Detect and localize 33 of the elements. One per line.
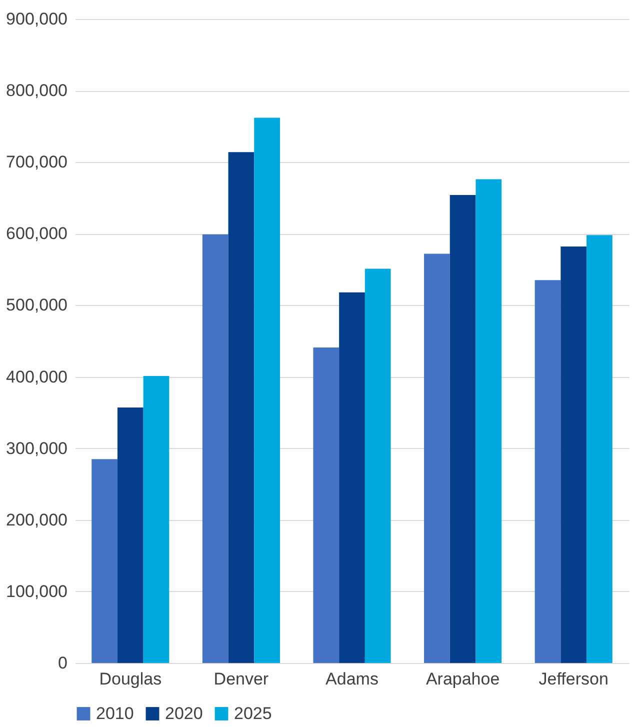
bar [228,152,254,663]
y-tick-label: 900,000 [6,10,68,28]
bar [339,292,365,663]
bar [364,268,391,663]
x-tick-label: Denver [214,670,269,688]
bar [117,408,144,663]
bar [476,179,502,663]
legend-label: 2025 [234,704,272,723]
y-tick-label: 300,000 [6,438,68,458]
x-tick-label: Douglas [99,670,162,688]
y-tick-label: 400,000 [6,367,68,386]
y-tick-label: 800,000 [6,81,68,100]
legend-label: 2010 [96,704,134,723]
y-tick-label: 100,000 [6,582,68,601]
bar [450,195,476,663]
x-tick-label: Arapahoe [426,670,500,688]
bar [424,254,450,663]
bar [560,246,587,663]
bar [202,234,228,663]
x-tick-label: Jefferson [538,670,608,688]
bar [92,459,118,663]
y-tick-label: 0 [58,654,68,672]
bar [143,376,170,663]
y-tick-label: 200,000 [6,510,68,530]
y-tick-label: 500,000 [6,296,68,315]
y-tick-label: 700,000 [6,152,68,172]
bar [313,347,340,663]
bar [586,235,612,663]
bar [534,280,561,663]
bar [254,118,280,663]
y-tick-label: 600,000 [6,224,68,244]
legend-label: 2020 [165,704,203,723]
x-tick-label: Adams [326,670,378,688]
